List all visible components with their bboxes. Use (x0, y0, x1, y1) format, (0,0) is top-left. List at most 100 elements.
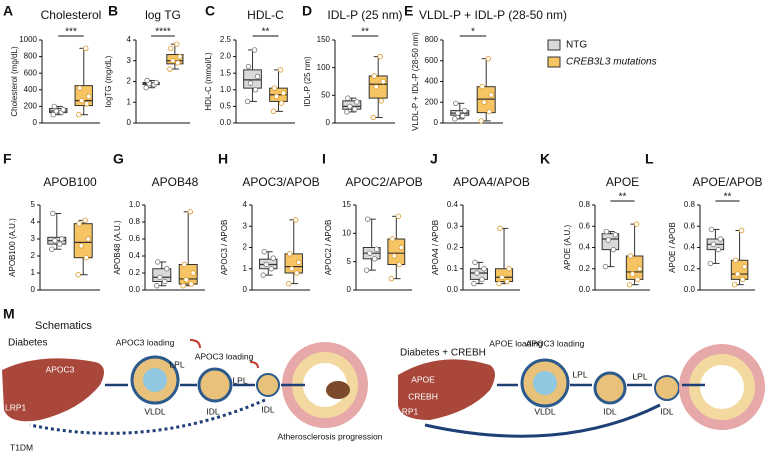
data-point (488, 92, 494, 98)
y-tick-label: 4 (127, 35, 132, 44)
schematic-art (2, 339, 765, 438)
schematic-label: VLDL (144, 406, 166, 416)
panel-letter: M (3, 306, 15, 322)
chart-title: APOE (606, 175, 639, 189)
y-axis-label: logTG (mg/dL) (104, 55, 113, 107)
significance-label: ** (262, 27, 270, 38)
data-point (602, 263, 609, 270)
data-point (144, 77, 150, 84)
data-point (708, 226, 715, 233)
data-point (603, 228, 610, 235)
y-tick-label: 1 (127, 97, 132, 106)
data-point (396, 261, 403, 268)
data-point (143, 85, 149, 91)
y-tick-label: 0.0 (129, 285, 141, 294)
schematic-label: APOC3 loading (526, 338, 585, 348)
data-point (626, 281, 633, 288)
idl (256, 373, 280, 397)
data-point (707, 260, 714, 267)
data-point (389, 236, 396, 242)
data-point (162, 278, 168, 285)
data-point (287, 251, 293, 257)
data-point (636, 266, 643, 272)
return-arrow (29, 398, 266, 435)
data-point (363, 267, 370, 273)
data-point (478, 118, 484, 124)
y-tick-label: 1000 (19, 35, 37, 44)
y-axis-label: Cholesterol (mg/dL) (10, 46, 19, 117)
panel-letter: L (645, 151, 654, 167)
data-point (474, 270, 480, 276)
y-tick-label: 1.0 (129, 200, 141, 209)
liver (398, 359, 495, 420)
data-point (50, 111, 56, 118)
y-axis-label: APOA4 / APOB (431, 220, 440, 275)
significance-label: ** (619, 192, 627, 203)
data-point (157, 274, 163, 280)
y-tick-label: 600 (425, 56, 439, 65)
schematic-label: APOC3 loading (195, 351, 254, 361)
y-tick-label: 400 (425, 77, 439, 86)
data-point (373, 84, 379, 90)
data-point (263, 261, 269, 268)
chart-title: APOE/APOB (692, 175, 762, 189)
liver (2, 358, 104, 422)
y-tick-label: 50 (321, 90, 330, 99)
data-point (460, 113, 466, 119)
data-point (155, 259, 161, 265)
y-tick-label: 3 (31, 234, 36, 243)
panel-letter: B (108, 3, 118, 19)
data-point (391, 253, 398, 259)
y-tick-label: 0.1 (447, 264, 459, 273)
data-point (153, 79, 159, 86)
data-point (370, 114, 376, 121)
lumen (700, 365, 744, 409)
data-point (627, 253, 634, 259)
y-axis-label: APOC3 / APOB (220, 220, 229, 276)
y-axis-label: IDL-P (25 nm) (303, 56, 312, 106)
data-point (453, 100, 459, 106)
chart-title: APOB48 (152, 175, 199, 189)
data-point (486, 108, 492, 115)
schematic-label: CREBH (408, 391, 438, 401)
data-point (79, 97, 85, 104)
data-point (289, 266, 295, 272)
data-point (347, 103, 353, 110)
vldl-core (533, 371, 557, 395)
chart-title: APOC3/APOB (242, 175, 319, 189)
data-point (76, 220, 82, 227)
y-tick-label: 0.3 (447, 221, 459, 230)
data-point (373, 246, 380, 252)
panel-letter: K (540, 151, 550, 167)
data-point (634, 276, 641, 283)
inhibit (189, 339, 259, 369)
panel-letter: F (3, 151, 12, 167)
data-point (251, 47, 258, 53)
data-point (175, 60, 181, 66)
chart-title: APOC2/APOB (345, 175, 422, 189)
y-tick-label: 400 (24, 85, 38, 94)
legend-label: CREB3L3 mutations (566, 57, 657, 68)
chart-title: IDL-P (25 nm) (327, 8, 402, 22)
y-tick-label: 15 (342, 200, 351, 209)
y-tick-label: 0.4 (684, 243, 696, 252)
data-point (247, 80, 254, 86)
data-point (398, 244, 405, 251)
legend-label: NTG (566, 40, 587, 51)
data-point (77, 85, 83, 91)
schematic-label: APOE loading (489, 338, 543, 348)
significance-label: *** (65, 27, 77, 38)
data-point (164, 266, 170, 272)
y-tick-label: 0.8 (129, 217, 141, 226)
y-tick-label: 0.5 (220, 102, 232, 111)
y-tick-label: 4 (243, 200, 248, 209)
data-point (395, 213, 402, 220)
y-tick-label: 0.0 (447, 285, 459, 294)
data-point (371, 73, 377, 79)
y-axis-label: APOE / APOB (668, 222, 677, 273)
box (243, 69, 262, 89)
chart-title: HDL-C (247, 8, 284, 22)
scenario-title: Diabetes (8, 338, 47, 349)
plaque (326, 381, 350, 399)
data-point (485, 55, 491, 62)
